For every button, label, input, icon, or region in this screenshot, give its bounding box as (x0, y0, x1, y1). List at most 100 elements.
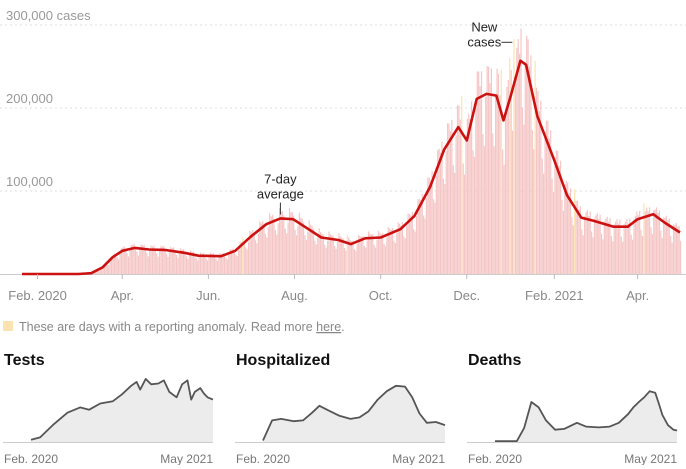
daily-case-bar (222, 252, 224, 274)
daily-case-bar (198, 256, 200, 274)
daily-case-bar (680, 240, 682, 274)
daily-case-bar (156, 253, 158, 274)
daily-case-bar (487, 66, 490, 274)
daily-case-bar (331, 235, 333, 274)
daily-case-bar (311, 226, 313, 274)
daily-case-bar (434, 202, 436, 274)
daily-case-bar (544, 132, 546, 274)
daily-case-bar (351, 241, 353, 274)
daily-case-bar (345, 250, 347, 274)
daily-case-bar (458, 105, 460, 274)
daily-case-bar (667, 220, 669, 274)
daily-case-bar (404, 238, 406, 274)
daily-case-bar (624, 221, 627, 274)
daily-case-bar (677, 226, 679, 274)
daily-case-bar (390, 229, 392, 274)
daily-case-bar (177, 257, 179, 274)
daily-case-bar (387, 227, 389, 274)
daily-case-bar (221, 254, 223, 274)
daily-case-bar (530, 55, 532, 274)
daily-case-bar (239, 241, 241, 274)
daily-case-bar (245, 247, 247, 274)
daily-case-bar (352, 240, 354, 274)
daily-case-bar (375, 247, 377, 274)
daily-case-bar (174, 251, 176, 274)
daily-case-bar (545, 120, 548, 275)
daily-case-bar (256, 243, 258, 274)
daily-case-bar (609, 218, 611, 274)
daily-case-bar (304, 235, 306, 274)
daily-case-bar (120, 248, 123, 274)
daily-case-bar (527, 39, 529, 275)
daily-case-bar (425, 197, 428, 274)
daily-case-bar (552, 191, 555, 274)
y-axis-labels: 100,000 200,000 300,000 cases (6, 8, 91, 189)
daily-case-bar (483, 146, 485, 274)
daily-case-bar (579, 206, 581, 274)
hospitalized-mini-chart: Hospitalized Feb. 2020 May 2021 (235, 352, 445, 465)
read-more-link[interactable]: here (316, 320, 341, 334)
tests-title: Tests (4, 352, 45, 369)
daily-case-bar (391, 228, 394, 274)
daily-case-bar (206, 260, 209, 274)
anomaly-swatch-icon (3, 321, 13, 331)
daily-case-bar (355, 250, 357, 274)
daily-case-bar (647, 211, 649, 274)
x-axis-labels: Feb. 2020 Apr. Jun. Aug. Oct. Dec. Feb. 2021 Ap… (8, 274, 649, 303)
daily-case-bar (154, 249, 156, 274)
daily-case-bar (263, 224, 265, 274)
daily-case-bar (386, 237, 388, 274)
x-tick-label: Apr. (626, 288, 649, 303)
daily-case-bar (353, 249, 356, 274)
hospitalized-end-label: May 2021 (392, 452, 445, 465)
tests-end-label: May 2021 (160, 452, 213, 465)
daily-case-bar (335, 248, 337, 274)
daily-case-bar (139, 249, 141, 274)
daily-case-bar (247, 241, 250, 274)
daily-case-bar (277, 223, 279, 274)
daily-case-bar (475, 107, 477, 274)
daily-case-bar (362, 236, 364, 274)
daily-case-bar (393, 240, 395, 274)
cases-annotation-line2: cases (467, 34, 501, 49)
daily-case-bar (540, 100, 542, 274)
daily-case-bar (497, 73, 500, 274)
daily-case-bar (473, 156, 476, 274)
daily-case-bar (583, 216, 586, 274)
daily-case-bar (215, 258, 217, 274)
daily-case-bar (349, 239, 351, 274)
daily-case-bar (414, 231, 416, 274)
daily-case-bar (630, 234, 632, 274)
daily-case-bar (133, 243, 135, 274)
daily-case-bar (187, 259, 189, 274)
daily-case-bar (447, 123, 449, 274)
daily-case-bar (678, 225, 680, 274)
daily-case-bar (456, 105, 459, 274)
daily-case-bar (276, 234, 278, 274)
daily-case-bar (365, 247, 367, 274)
daily-case-bar (267, 227, 269, 274)
daily-case-bar (127, 256, 130, 274)
daily-case-bar (513, 39, 515, 275)
daily-case-bar (661, 237, 663, 274)
daily-case-bar (106, 264, 108, 274)
daily-case-bar (634, 216, 637, 274)
daily-case-bar (290, 212, 292, 274)
daily-case-bar (236, 256, 238, 274)
x-tick-label: Feb. 2021 (525, 288, 584, 303)
daily-case-bar (550, 130, 552, 274)
daily-case-bar (671, 242, 673, 274)
daily-case-bar (252, 230, 254, 274)
daily-case-bar (557, 151, 559, 274)
daily-case-bar (600, 233, 603, 274)
daily-case-bar (116, 257, 118, 274)
average-annotation-line2: average (257, 187, 304, 202)
daily-case-bar (286, 233, 288, 274)
daily-case-bar (596, 213, 598, 274)
daily-case-bar (502, 149, 504, 274)
daily-case-bar (493, 146, 495, 274)
daily-case-bar (399, 223, 401, 274)
daily-case-bar (367, 231, 370, 274)
daily-case-bar (427, 177, 429, 274)
average-annotation-line1: 7-day (264, 172, 297, 187)
